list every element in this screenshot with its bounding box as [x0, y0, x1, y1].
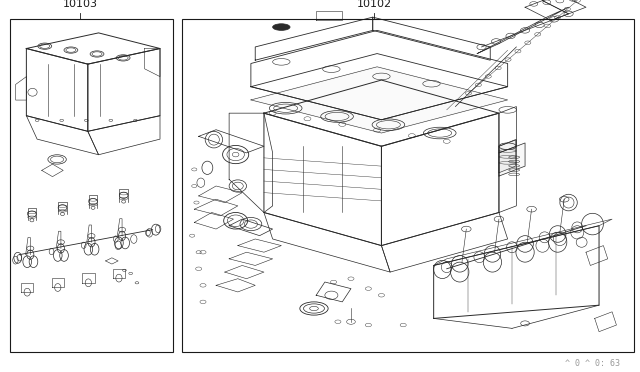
Ellipse shape — [273, 24, 290, 31]
Bar — [182, 19, 634, 352]
Bar — [10, 19, 173, 352]
Text: 10103: 10103 — [63, 0, 97, 9]
Polygon shape — [251, 67, 508, 133]
Text: ^ 0 ^ 0: 63: ^ 0 ^ 0: 63 — [564, 359, 620, 368]
Polygon shape — [499, 143, 525, 176]
Text: 10102: 10102 — [357, 0, 392, 9]
Polygon shape — [499, 140, 515, 173]
